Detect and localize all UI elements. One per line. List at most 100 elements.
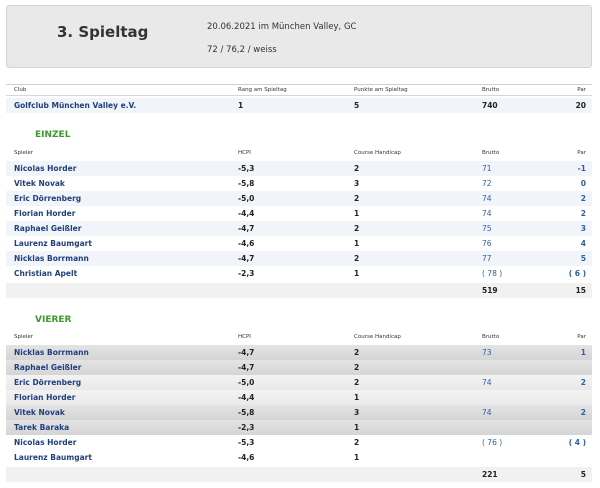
- player-course-handicap: 1: [354, 423, 360, 432]
- einzel-total-par: 15: [575, 286, 586, 295]
- table-row: Raphael Geißler -4,7 2: [6, 360, 592, 375]
- player-par: 2: [580, 209, 586, 218]
- player-name[interactable]: Tarek Baraka: [14, 423, 70, 432]
- player-hcpi: -5,3: [238, 438, 255, 447]
- player-par: 4: [580, 239, 586, 248]
- player-name[interactable]: Eric Dörrenberg: [14, 378, 82, 387]
- vierer-total-brutto: 221: [482, 470, 498, 479]
- player-hcpi: -4,4: [238, 209, 255, 218]
- player-name[interactable]: Raphael Geißler: [14, 363, 82, 372]
- vierer-table-header: Spieler HCPI Course Handicap Brutto Par: [6, 331, 592, 343]
- player-course-handicap: 2: [354, 438, 360, 447]
- einzel-total-row: 519 15: [6, 283, 592, 298]
- table-row: Laurenz Baumgart -4,6 1 76 4: [6, 236, 592, 251]
- player-hcpi: -4,6: [238, 453, 255, 462]
- table-row: Florian Horder -4,4 1: [6, 390, 592, 405]
- player-name[interactable]: Nicolas Horder: [14, 438, 77, 447]
- col-header-course-handicap: Course Handicap: [354, 150, 401, 156]
- table-row: Laurenz Baumgart -4,6 1: [6, 450, 592, 465]
- player-name[interactable]: Florian Horder: [14, 393, 76, 402]
- player-hcpi: -4,7: [238, 224, 255, 233]
- player-name[interactable]: Vitek Novak: [14, 408, 65, 417]
- player-hcpi: -2,3: [238, 269, 255, 278]
- player-hcpi: -5,8: [238, 408, 255, 417]
- table-row: Tarek Baraka -2,3 1: [6, 420, 592, 435]
- table-row: Nicolas Horder -5,3 2 ( 76 ) ( 4 ): [6, 435, 592, 450]
- player-course-handicap: 1: [354, 453, 360, 462]
- player-par: -1: [577, 164, 586, 173]
- pair-par: ( 4 ): [568, 438, 586, 447]
- table-row: Eric Dörrenberg -5,0 2 74 2: [6, 191, 592, 206]
- club-name[interactable]: Golfclub München Valley e.V.: [14, 101, 137, 110]
- player-name[interactable]: Laurenz Baumgart: [14, 239, 92, 248]
- table-row: Golfclub München Valley e.V. 1 5 740 20: [6, 98, 592, 113]
- table-row: Eric Dörrenberg -5,0 2 74 2: [6, 375, 592, 390]
- matchday-header: 3. Spieltag 20.06.2021 im München Valley…: [6, 5, 592, 68]
- pair-brutto: ( 76 ): [482, 438, 503, 447]
- player-brutto: ( 78 ): [482, 269, 503, 278]
- player-name[interactable]: Nicklas Borrmann: [14, 348, 89, 357]
- player-course-handicap: 2: [354, 194, 360, 203]
- player-course-handicap: 2: [354, 254, 360, 263]
- player-course-handicap: 2: [354, 164, 360, 173]
- table-row: Christian Apelt -2,3 1 ( 78 ) ( 6 ): [6, 266, 592, 281]
- player-hcpi: -5,0: [238, 194, 255, 203]
- player-course-handicap: 2: [354, 224, 360, 233]
- pair-brutto: 74: [482, 378, 492, 387]
- table-row: Nicklas Borrmann -4,7 2 73 1: [6, 345, 592, 360]
- player-name[interactable]: Florian Horder: [14, 209, 76, 218]
- player-brutto: 75: [482, 224, 492, 233]
- player-name[interactable]: Nicklas Borrmann: [14, 254, 89, 263]
- col-header-spieler: Spieler: [14, 334, 34, 340]
- player-hcpi: -4,6: [238, 239, 255, 248]
- page-title: 3. Spieltag: [57, 23, 149, 41]
- player-course-handicap: 2: [354, 363, 360, 372]
- col-header-brutto: Brutto: [482, 87, 500, 93]
- club-brutto: 740: [482, 101, 498, 110]
- player-hcpi: -4,7: [238, 363, 255, 372]
- player-course-handicap: 2: [354, 378, 360, 387]
- vierer-total-par: 5: [580, 470, 586, 479]
- col-header-course-handicap: Course Handicap: [354, 334, 401, 340]
- section-title-einzel: EINZEL: [35, 130, 71, 140]
- einzel-table-header: Spieler HCPI Course Handicap Brutto Par: [6, 147, 592, 159]
- player-name[interactable]: Christian Apelt: [14, 269, 78, 278]
- einzel-total-brutto: 519: [482, 286, 498, 295]
- player-name[interactable]: Vitek Novak: [14, 179, 65, 188]
- table-row: Nicolas Horder -5,3 2 71 -1: [6, 161, 592, 176]
- player-par: 5: [580, 254, 586, 263]
- player-name[interactable]: Nicolas Horder: [14, 164, 77, 173]
- course-rating: 72 / 76,2 / weiss: [207, 45, 277, 55]
- player-course-handicap: 3: [354, 179, 360, 188]
- col-header-brutto: Brutto: [482, 150, 500, 156]
- pair-brutto: 73: [482, 348, 492, 357]
- pair-par: 1: [580, 348, 586, 357]
- col-header-punkte: Punkte am Spieltag: [354, 87, 408, 93]
- player-course-handicap: 3: [354, 408, 360, 417]
- player-brutto: 76: [482, 239, 492, 248]
- player-name[interactable]: Eric Dörrenberg: [14, 194, 82, 203]
- table-row: Vitek Novak -5,8 3 72 0: [6, 176, 592, 191]
- player-par: ( 6 ): [568, 269, 586, 278]
- player-course-handicap: 2: [354, 348, 360, 357]
- player-brutto: 74: [482, 194, 492, 203]
- player-course-handicap: 1: [354, 393, 360, 402]
- player-par: 2: [580, 194, 586, 203]
- player-hcpi: -5,0: [238, 378, 255, 387]
- player-hcpi: -5,8: [238, 179, 255, 188]
- col-header-spieler: Spieler: [14, 150, 34, 156]
- col-header-par: Par: [577, 150, 586, 156]
- player-hcpi: -5,3: [238, 164, 255, 173]
- pair-brutto: 74: [482, 408, 492, 417]
- player-hcpi: -4,7: [238, 348, 255, 357]
- col-header-brutto: Brutto: [482, 334, 500, 340]
- player-course-handicap: 1: [354, 269, 360, 278]
- player-name[interactable]: Laurenz Baumgart: [14, 453, 92, 462]
- player-brutto: 77: [482, 254, 492, 263]
- player-hcpi: -4,7: [238, 254, 255, 263]
- col-header-rang: Rang am Spieltag: [238, 87, 287, 93]
- player-par: 0: [580, 179, 586, 188]
- player-name[interactable]: Raphael Geißler: [14, 224, 82, 233]
- col-header-club: Club: [14, 87, 27, 93]
- club-table-header: Club Rang am Spieltag Punkte am Spieltag…: [6, 84, 592, 96]
